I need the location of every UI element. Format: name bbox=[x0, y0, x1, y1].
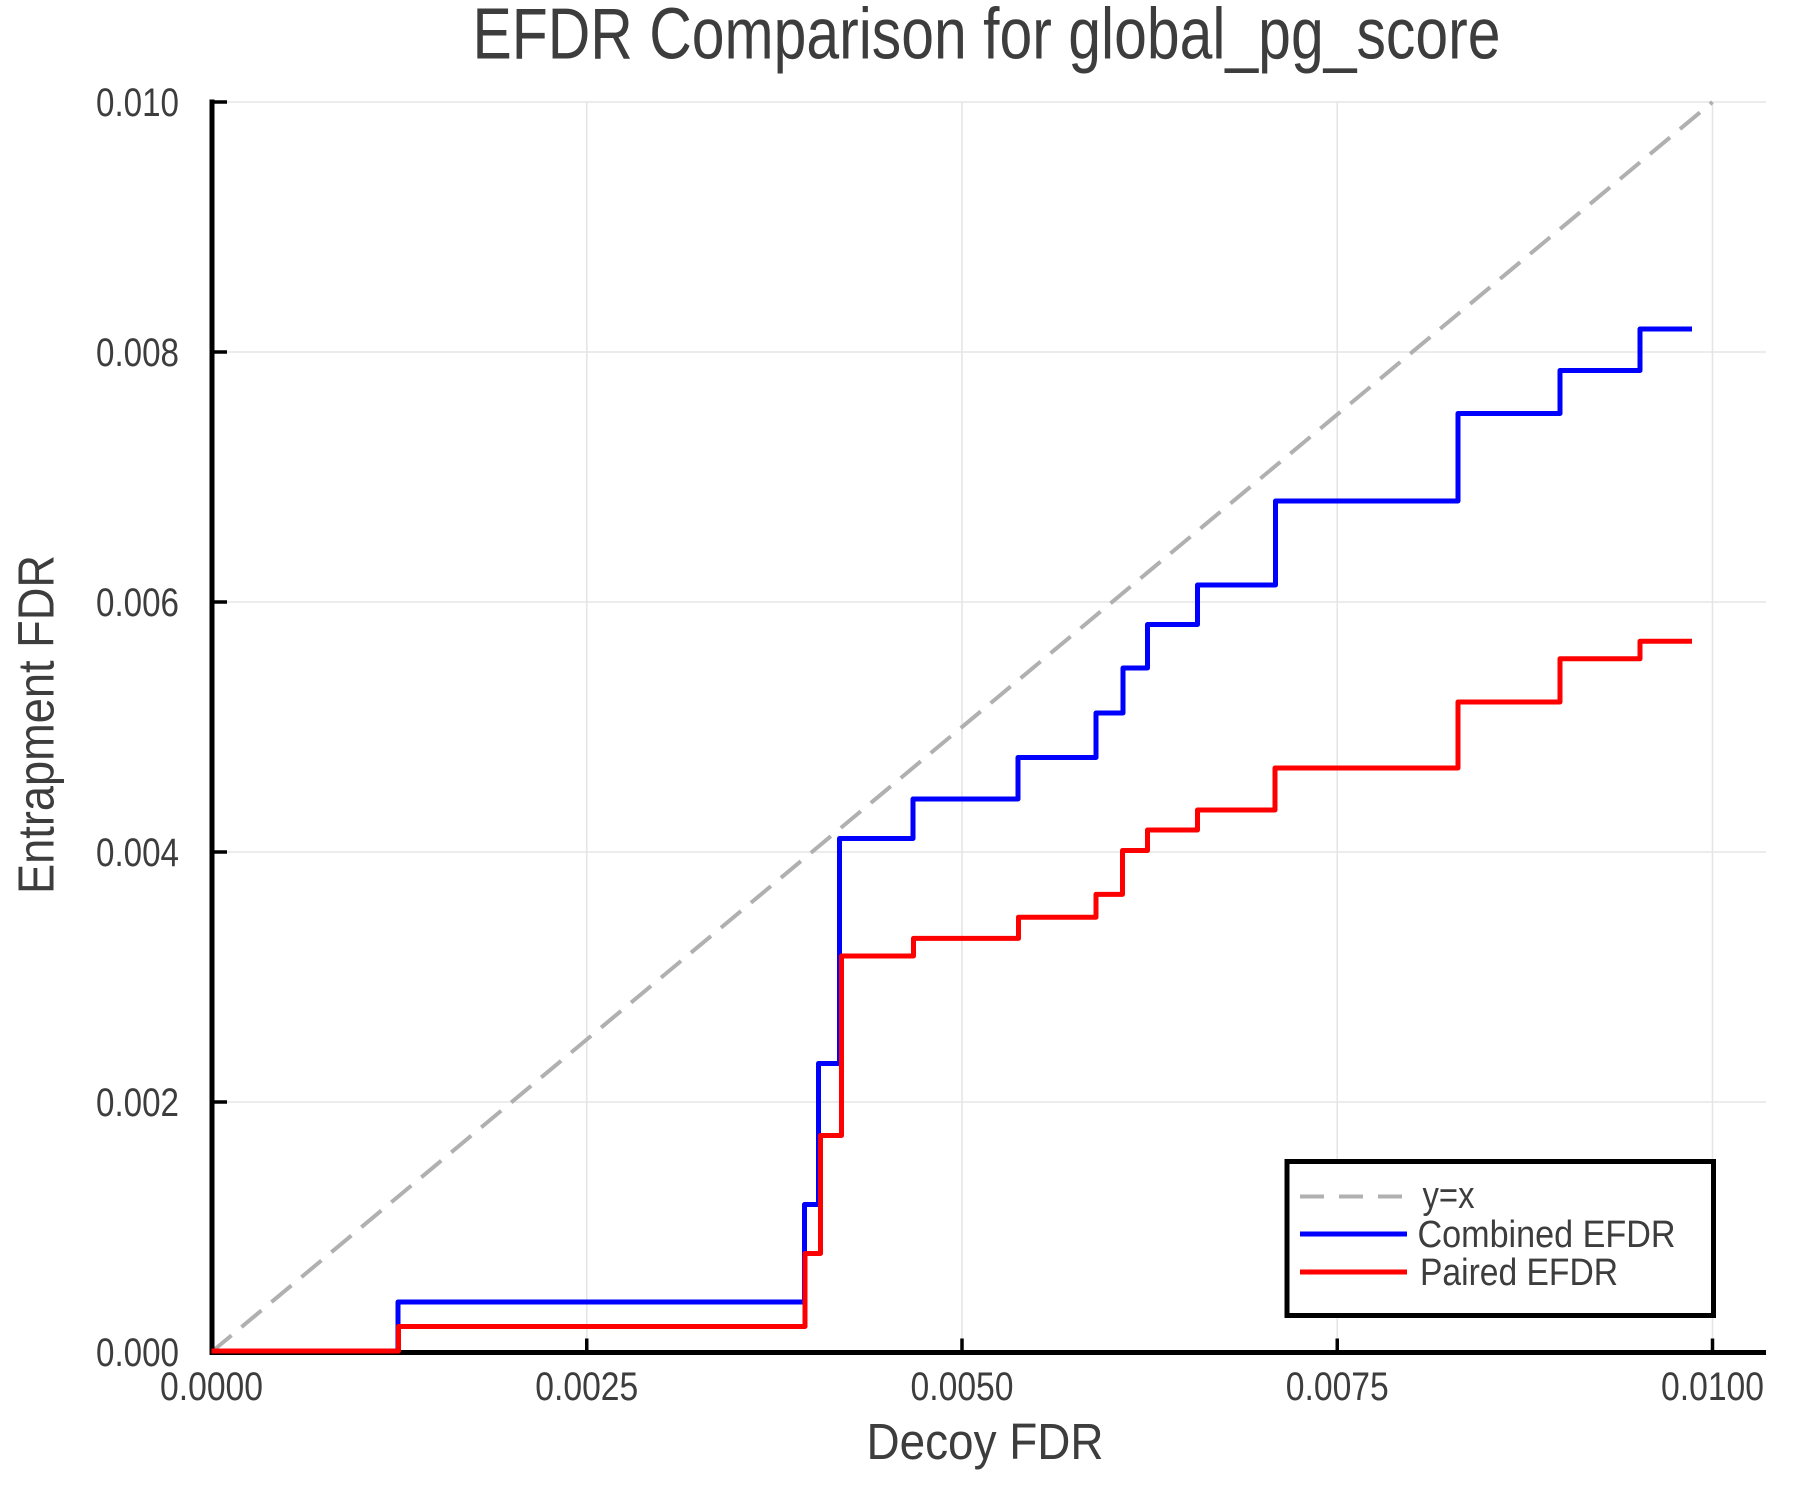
svg-text:0.006: 0.006 bbox=[96, 581, 179, 625]
svg-text:EFDR Comparison for global_pg_: EFDR Comparison for global_pg_score bbox=[473, 0, 1501, 75]
svg-text:Paired EFDR: Paired EFDR bbox=[1420, 1252, 1618, 1294]
svg-text:0.0000: 0.0000 bbox=[160, 1365, 263, 1409]
svg-text:0.010: 0.010 bbox=[96, 81, 179, 125]
svg-text:0.008: 0.008 bbox=[96, 331, 179, 375]
svg-text:0.0025: 0.0025 bbox=[535, 1365, 638, 1409]
svg-text:0.0050: 0.0050 bbox=[911, 1365, 1014, 1409]
svg-text:0.004: 0.004 bbox=[96, 831, 179, 875]
svg-text:y=x: y=x bbox=[1423, 1175, 1475, 1217]
svg-text:Entrapment FDR: Entrapment FDR bbox=[8, 555, 65, 894]
svg-text:0.0075: 0.0075 bbox=[1286, 1365, 1389, 1409]
svg-text:0.002: 0.002 bbox=[96, 1081, 179, 1125]
svg-text:Decoy FDR: Decoy FDR bbox=[867, 1413, 1104, 1470]
svg-text:Combined EFDR: Combined EFDR bbox=[1418, 1214, 1676, 1256]
svg-text:0.000: 0.000 bbox=[96, 1331, 179, 1375]
svg-text:0.0100: 0.0100 bbox=[1661, 1365, 1764, 1409]
